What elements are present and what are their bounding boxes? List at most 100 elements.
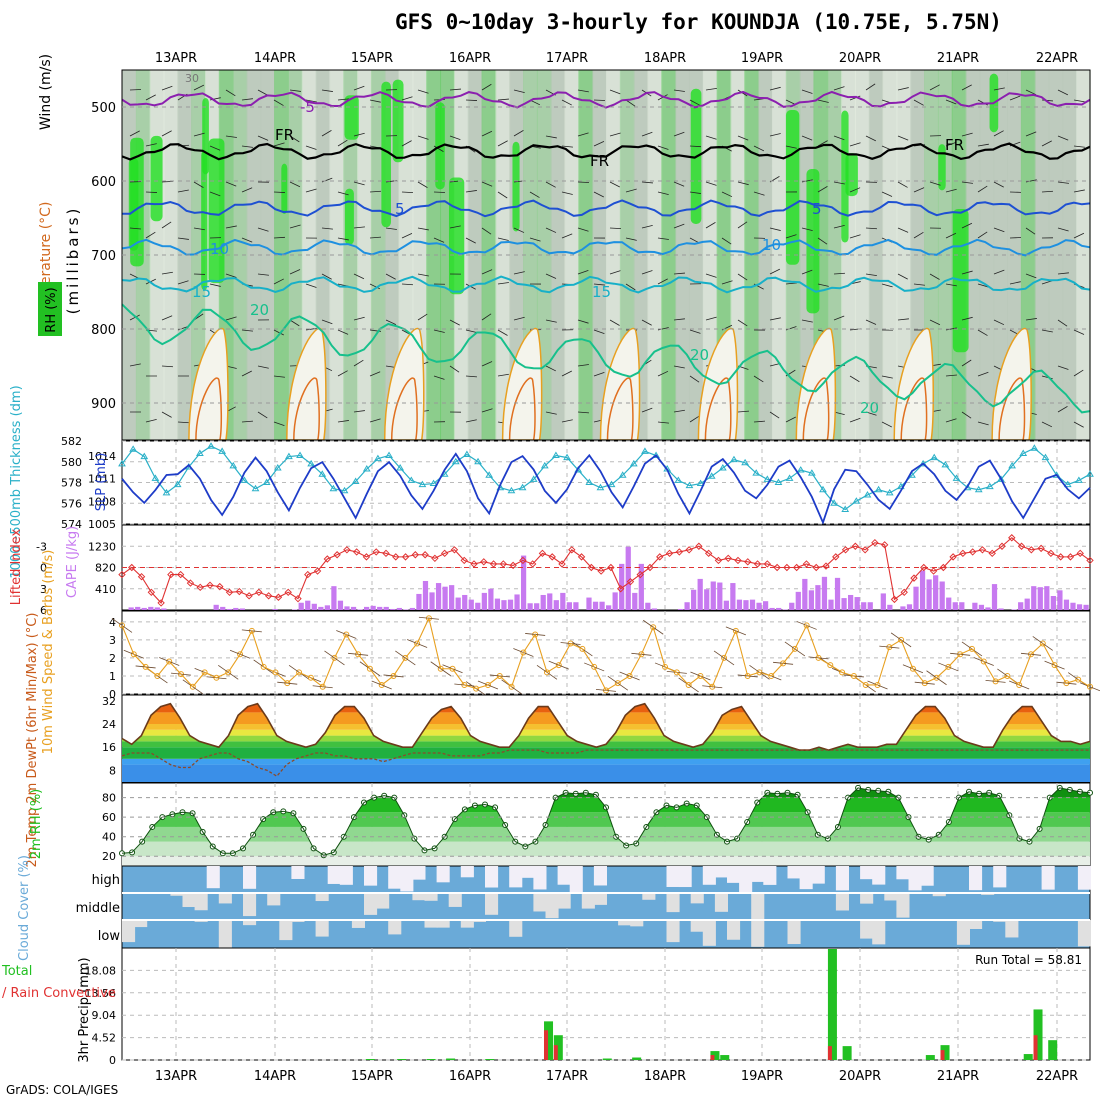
wind-barb: [161, 85, 173, 91]
wind-barb: [273, 329, 284, 336]
rh-shade: [481, 70, 497, 440]
rh-shade: [854, 70, 870, 440]
wind-barb: [369, 99, 381, 103]
cloud-cell: [690, 893, 704, 904]
cape-bar: [161, 608, 167, 610]
wind-barb: [497, 191, 508, 199]
precip-bar: [544, 1030, 549, 1060]
precip-panel-frame: [121, 947, 1091, 1061]
y-tick-label: 13.56: [85, 987, 117, 1000]
wind-barb: [545, 319, 557, 323]
wind-barb: [337, 191, 349, 196]
li-marker: [968, 548, 977, 556]
thickness-marker: [262, 478, 271, 485]
wind-barb: [561, 99, 572, 106]
cloud-cell: [436, 866, 450, 883]
wind-barb: [977, 185, 988, 193]
wind-barb: [817, 99, 829, 103]
temp-line: [121, 702, 1091, 751]
li-marker: [343, 546, 351, 554]
wind-barb: [1009, 95, 1021, 101]
cape-bar: [514, 594, 520, 610]
cape-bar: [802, 578, 808, 610]
wind-barb: [945, 99, 957, 105]
wind-barb: [289, 135, 300, 143]
rh-band: [122, 841, 1090, 857]
wind-barb: [801, 179, 813, 183]
wind-marker: [520, 649, 527, 656]
thickness-marker: [240, 476, 249, 483]
wind-barb: [225, 89, 236, 97]
cape-bar: [606, 605, 612, 610]
wind-barb: [881, 283, 893, 288]
precip-bar: [940, 1045, 950, 1060]
wind-barb: [513, 227, 525, 233]
wind-barb: [417, 227, 429, 231]
cape-bar: [834, 577, 841, 610]
cape-bar: [959, 602, 965, 610]
wind-barb: [337, 139, 348, 147]
y-tick-label: 20: [102, 850, 116, 863]
cloud-cell: [134, 920, 148, 928]
contour-label: 5: [812, 200, 822, 218]
rh-axis-label: RH (%): [44, 287, 59, 332]
precip-bar: [544, 1021, 554, 1060]
cloud-cell: [243, 920, 257, 926]
cape-bar: [311, 603, 317, 610]
wind-barb: [273, 99, 284, 106]
cape-bar: [998, 608, 1004, 610]
wind-barb: [801, 319, 813, 323]
wind-barb: [209, 283, 221, 287]
wind-marker: [591, 663, 598, 670]
y-tick-label: 4.52: [92, 1032, 117, 1045]
wind-barb: [1025, 273, 1037, 279]
date-label-bottom: 16APR: [449, 1069, 491, 1084]
rh-high-cell: [512, 141, 520, 232]
precip-bar: [710, 1051, 720, 1060]
wind-barb: [497, 140, 508, 147]
wind-barb: [401, 283, 414, 286]
wind-barb: [513, 316, 525, 321]
date-label-top: 15APR: [351, 51, 393, 66]
cape-bar: [933, 575, 939, 610]
wind-barb: [689, 145, 702, 148]
cape-bar: [599, 601, 605, 610]
wind-marker: [898, 636, 905, 643]
wind-barb: [929, 181, 941, 186]
wind-barb: [481, 361, 493, 367]
cloud-cell: [315, 920, 329, 937]
wind-marker: [791, 645, 798, 652]
wind-barb: [689, 415, 700, 423]
wind-barb: [433, 237, 445, 243]
wind-barb: [497, 237, 509, 241]
cloud-cell: [872, 920, 886, 945]
wind-barb: [193, 132, 205, 137]
thickness-marker: [296, 451, 304, 459]
wind-barb: [1025, 131, 1037, 137]
precip-bar: [365, 1059, 375, 1060]
wind-barb: [881, 191, 893, 197]
cloud-cell: [533, 893, 547, 912]
wind-barb: [145, 94, 156, 101]
wind-barb: [161, 181, 174, 183]
li-marker: [255, 588, 263, 596]
wind-barb: [497, 282, 509, 285]
rh-shade: [287, 70, 303, 440]
wind-barb: [193, 181, 204, 188]
wind-marker: [272, 669, 279, 676]
cape-bar: [762, 601, 769, 610]
cape-bar: [416, 593, 422, 610]
cloud-cell: [339, 866, 353, 885]
li-marker: [998, 542, 1006, 550]
wind-barb: [305, 283, 317, 288]
wind-barb: [289, 269, 301, 275]
li-marker: [665, 549, 674, 558]
thickness-marker: [730, 455, 738, 463]
wind-barb: [593, 329, 605, 334]
surface-warm-loop-inner: [293, 377, 320, 441]
cloud-cell: [1041, 866, 1055, 890]
precip-bar: [602, 1058, 612, 1060]
wind-barb: [993, 227, 1005, 233]
wind-barb: [993, 319, 1005, 326]
li-marker: [871, 539, 879, 547]
